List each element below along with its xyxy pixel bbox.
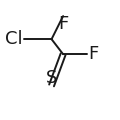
Text: Cl: Cl	[5, 30, 23, 48]
Text: F: F	[89, 45, 99, 63]
Text: S: S	[46, 69, 57, 87]
Text: F: F	[58, 15, 68, 33]
